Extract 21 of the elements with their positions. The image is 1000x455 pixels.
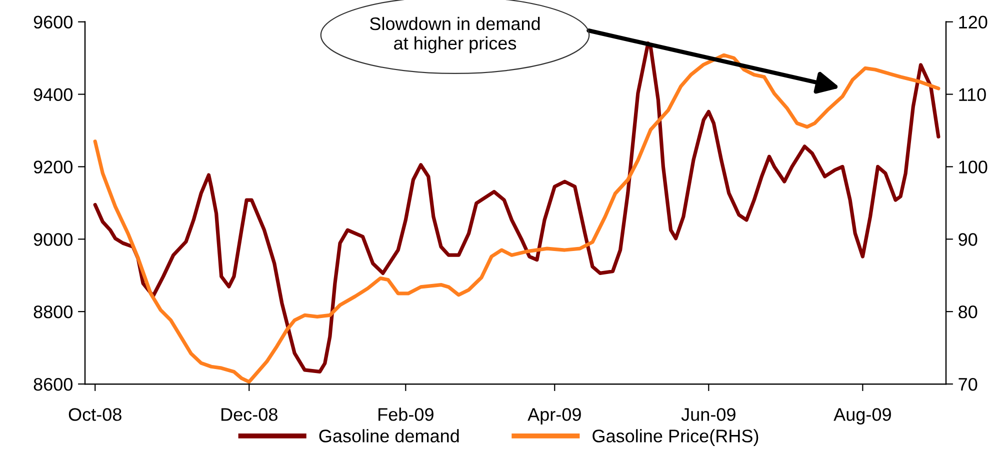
- y-tick-label: 9600: [34, 16, 72, 29]
- y-tick-label: 8800: [34, 306, 72, 318]
- y-tick-label: 9000: [34, 233, 72, 246]
- legend-label: Gasoline demand: [319, 429, 459, 442]
- x-tick-label: Feb-09: [378, 408, 434, 421]
- y2-tick-label: 100: [959, 160, 988, 174]
- x-tick-label: Aug-09: [834, 408, 891, 424]
- y2-tick-label: 110: [959, 88, 986, 101]
- y2-tick-label: 70: [958, 378, 978, 391]
- legend-label: Gasoline Price(RHS): [592, 429, 758, 446]
- y-tick-label: 9400: [34, 88, 72, 101]
- x-tick-label: Jun-09: [681, 408, 736, 421]
- x-tick-label: Dec-08: [222, 408, 278, 421]
- y-tick-label: 9200: [34, 160, 72, 174]
- y2-tick-label: 90: [958, 233, 978, 246]
- x-tick-label: Oct-08: [68, 408, 122, 421]
- y2-tick-label: 80: [958, 306, 978, 318]
- y2-tick-label: 120: [959, 16, 988, 29]
- y-tick-label: 8600: [34, 378, 72, 391]
- x-tick-label: Apr-09: [528, 408, 581, 424]
- annotation: Slowdown in demand at higher prices: [370, 16, 540, 54]
